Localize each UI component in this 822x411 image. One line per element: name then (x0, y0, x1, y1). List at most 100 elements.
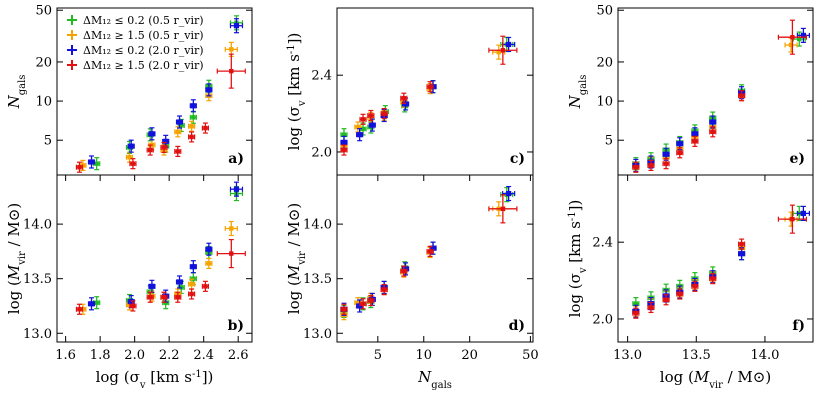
data-point-blue (368, 118, 376, 132)
data-point-blue (87, 297, 96, 311)
data-point-blue (356, 128, 364, 142)
data-point-orange (224, 220, 238, 237)
data-point-red (632, 307, 640, 319)
y-tick-label: 20 (35, 55, 52, 70)
data-point-red (676, 147, 684, 159)
x-tick-label: 14.0 (750, 348, 779, 363)
y-tick-label: 13.5 (23, 272, 52, 287)
data-point-red (129, 300, 137, 312)
x-tick-label: 2.0 (124, 348, 145, 363)
x-tick-label: 20 (461, 348, 478, 363)
data-point-red (488, 35, 518, 65)
data-point-blue (148, 279, 156, 293)
y-axis-label: log (Mvir / M⊙) (285, 203, 308, 314)
data-point-red (777, 204, 808, 234)
y-tick-label: 10 (596, 95, 613, 110)
panel-frame (617, 174, 814, 343)
panel-d: 13.0 13.5 14.0 5 10 20 50 log (Mvir / M⊙) Ngals d… (285, 174, 539, 391)
y-tick-label: 50 (35, 4, 52, 19)
data-point-red (367, 294, 375, 307)
data-point-red (75, 303, 84, 315)
data-point-orange (188, 120, 196, 132)
data-point-red (676, 288, 684, 300)
panel-letter: a) (228, 151, 244, 167)
data-point-red (201, 122, 210, 134)
data-point-red (75, 161, 84, 173)
panel-letter: e) (789, 151, 805, 167)
data-point-red (662, 158, 670, 170)
y-tick-label: 14.0 (23, 218, 52, 233)
data-point-red (737, 238, 746, 250)
x-tick-label: 5 (374, 348, 382, 363)
x-axis-label: log (σv [km s-1]) (96, 368, 214, 391)
x-tick-label: 50 (522, 348, 539, 363)
data-point-red (426, 245, 434, 258)
panel-frame (336, 174, 534, 343)
panel-letter: c) (510, 151, 525, 167)
data-point-red (174, 145, 182, 158)
x-tick-label: 2.2 (159, 348, 180, 363)
legend-item-label: ΔM₁₂ ≥ 1.5 (2.0 r_vir) (83, 59, 204, 72)
data-point-red (146, 291, 154, 303)
data-point-red (340, 144, 348, 156)
data-point-blue (796, 205, 810, 221)
data-point-red (367, 109, 375, 122)
data-point-red (129, 158, 137, 170)
y-tick-label: 13.5 (303, 272, 332, 287)
x-tick-label: 2.4 (193, 348, 214, 363)
y-axis-label: Ngals (566, 75, 589, 110)
data-point-red (146, 144, 154, 156)
panel-f: 2.0 2.4 13.0 13.5 14.0 log (σv [km s-1]) log (… (566, 174, 814, 391)
panel-letter: b) (228, 318, 244, 334)
panel-a: 5 10 20 50 Ngals a) (5, 4, 253, 176)
x-tick-label: 13.0 (613, 348, 642, 363)
legend-item-label: ΔM₁₂ ≤ 0.2 (2.0 r_vir) (83, 44, 204, 57)
data-point-red (709, 273, 717, 285)
data-point-blue (148, 127, 156, 141)
data-point-red (400, 265, 408, 277)
y-tick-label: 5 (605, 134, 613, 149)
data-point-blue (175, 275, 184, 289)
y-tick-label: 13.0 (23, 327, 52, 342)
data-point-red (488, 194, 518, 224)
x-tick-label: 10 (415, 348, 432, 363)
data-point-red (188, 288, 196, 300)
data-point-red (647, 159, 655, 172)
data-point-red (691, 280, 699, 292)
legend: ΔM₁₂ ≤ 0.2 (0.5 r_vir) ΔM₁₂ ≥ 1.5 (0.5 r_… (67, 14, 204, 72)
data-point-red (174, 291, 182, 303)
y-tick-label: 5 (44, 134, 52, 149)
x-tick-label: 13.5 (682, 348, 711, 363)
y-tick-label: 2.0 (311, 145, 332, 160)
legend-item-label: ΔM₁₂ ≥ 1.5 (0.5 r_vir) (83, 29, 204, 42)
data-point-red (359, 113, 367, 125)
x-tick-label: 1.8 (90, 348, 111, 363)
panel-letter: f) (792, 318, 805, 334)
data-point-blue (709, 115, 717, 129)
data-point-blue (205, 242, 213, 256)
y-tick-label: 2.4 (311, 69, 332, 84)
data-point-red (160, 141, 168, 154)
x-tick-label: 1.6 (55, 348, 76, 363)
data-point-blue (796, 27, 810, 44)
data-point-red (359, 298, 367, 310)
data-point-red (737, 90, 746, 102)
y-axis-label: Ngals (5, 75, 28, 110)
panel-frame (56, 174, 253, 343)
data-point-red (662, 294, 670, 306)
data-point-blue (502, 185, 516, 202)
data-point-red (777, 19, 808, 55)
legend-item-label: ΔM₁₂ ≤ 0.2 (0.5 r_vir) (83, 14, 204, 27)
data-point-red (709, 126, 717, 138)
data-point-red (188, 131, 196, 143)
data-point-orange (784, 37, 798, 53)
y-tick-label: 14.0 (303, 218, 332, 233)
x-tick-label: 2.6 (228, 348, 249, 363)
data-point-red (426, 81, 434, 93)
panel-frame (617, 7, 814, 176)
data-point-red (216, 238, 246, 269)
y-tick-label: 20 (596, 55, 613, 70)
data-point-blue (127, 139, 135, 153)
data-point-red (201, 280, 210, 292)
